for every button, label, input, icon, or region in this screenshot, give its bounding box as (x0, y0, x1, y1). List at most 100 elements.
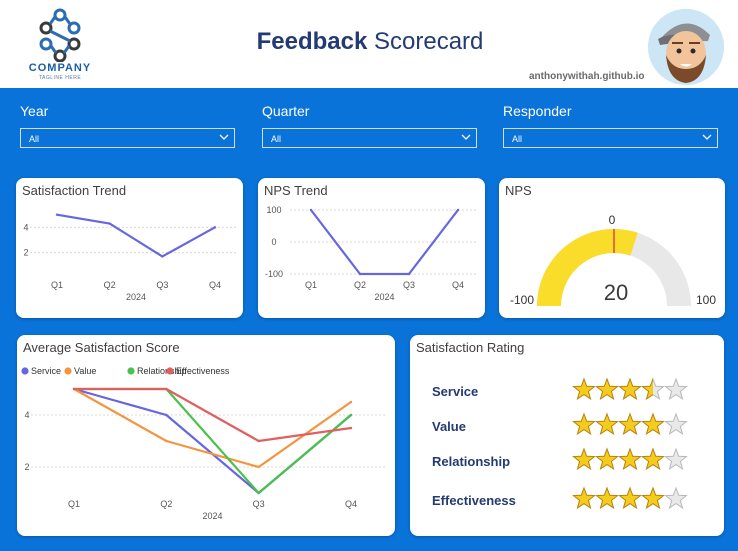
page-title: Feedback Scorecard (230, 28, 510, 56)
star-icon (572, 377, 596, 401)
gauge-max-label: 100 (696, 293, 716, 307)
star-icon (572, 486, 596, 510)
x-tick-label: Q1 (51, 280, 63, 290)
chevron-down-icon (461, 134, 471, 140)
satisfaction-trend-card[interactable]: Satisfaction Trend 4 2 Q1 Q2 Q3 Q4 2024 (16, 178, 243, 318)
star-filled (641, 486, 665, 510)
star-empty (664, 412, 688, 436)
nps-trend-chart: 100 0 -100 Q1 Q2 Q3 Q4 2024 (265, 205, 478, 302)
legend-marker (166, 367, 174, 375)
rating-label: Service (432, 384, 479, 399)
star-icon (618, 377, 642, 401)
x-tick-label: Q3 (156, 280, 168, 290)
slicer-quarter-dropdown[interactable]: All (262, 128, 477, 148)
star-filled (618, 486, 642, 510)
y-tick-label: 2 (23, 248, 28, 258)
rating-row-relationship: Relationship (432, 446, 732, 476)
gauge-min-label: -100 (510, 293, 534, 307)
x-tick-label: Q3 (403, 280, 415, 290)
x-group-label: 2024 (126, 292, 146, 302)
series-line-satisfaction (56, 213, 216, 258)
x-tick-label: Q4 (345, 499, 357, 509)
star-rating (572, 447, 688, 471)
x-tick-label: Q2 (104, 280, 116, 290)
rating-label: Relationship (432, 454, 511, 469)
data-point (456, 208, 460, 212)
data-point (55, 213, 59, 216)
star-icon (595, 377, 619, 401)
chevron-down-icon (702, 134, 712, 140)
y-tick-label: 4 (23, 222, 28, 232)
nps-trend-card[interactable]: NPS Trend 100 0 -100 Q1 Q2 Q3 Q4 2024 (258, 178, 485, 318)
credit-link[interactable]: anthonywithah.github.io (529, 71, 645, 82)
data-point (358, 272, 362, 276)
company-logo: COMPANY TAGLINE HERE (22, 6, 98, 84)
logo-tagline: TAGLINE HERE (38, 75, 82, 81)
data-point (257, 465, 260, 469)
data-point (213, 226, 217, 229)
rating-row-value: Value (432, 411, 732, 441)
x-tick-label: Q4 (209, 280, 221, 290)
data-point (349, 413, 353, 417)
x-group-label: 2024 (202, 511, 222, 521)
slicer-responder-dropdown[interactable]: All (503, 128, 718, 148)
star-filled (595, 447, 619, 471)
y-tick-label: 2 (24, 462, 29, 472)
star-rating (572, 486, 688, 510)
star-filled (618, 412, 642, 436)
slicer-year-dropdown[interactable]: All (20, 128, 235, 148)
average-satisfaction-card[interactable]: Average Satisfaction Score 4 2 Q1 Q2 Q3 Q4 202… (17, 335, 395, 536)
star-half (641, 377, 653, 401)
star-filled (572, 412, 596, 436)
star-filled (572, 447, 596, 471)
star-empty (664, 447, 688, 471)
star-icon (572, 412, 596, 436)
star-icon (618, 447, 642, 471)
data-point (349, 426, 353, 430)
nps-trend-title: NPS Trend (264, 183, 328, 198)
star-icon (618, 486, 642, 510)
star-icon (595, 486, 619, 510)
gauge-fill (537, 229, 638, 306)
company-logo-icon (39, 8, 81, 63)
star-icon (664, 377, 688, 401)
series-line-relationship (74, 387, 352, 495)
star-filled (595, 412, 619, 436)
series-line-effectiveness (74, 387, 352, 443)
average-satisfaction-chart: 4 2 Q1 Q2 Q3 Q4 2024 Service Value RelationshipEf… (21, 366, 387, 521)
legend-label: Service (31, 366, 61, 376)
x-tick-label: Q2 (354, 280, 366, 290)
star-filled (618, 447, 642, 471)
nps-gauge-card[interactable]: NPS -100 100 0 20 (499, 178, 725, 318)
legend-marker (127, 367, 135, 375)
star-icon (641, 377, 665, 401)
x-tick-label: Q2 (160, 499, 172, 509)
legend-item: Effectiveness (166, 366, 230, 376)
gauge-value-label: 20 (604, 280, 628, 305)
rating-label: Value (432, 419, 466, 434)
y-tick-label: 0 (271, 237, 276, 247)
data-point (407, 272, 411, 276)
satisfaction-rating-title: Satisfaction Rating (416, 340, 525, 355)
satisfaction-rating-card[interactable]: Satisfaction Rating Service Value Relati… (410, 335, 724, 536)
page-title-rest: Scorecard (367, 28, 484, 55)
chevron-down-icon (219, 134, 229, 140)
avatar (648, 9, 724, 85)
y-tick-label: -100 (265, 269, 283, 279)
star-rating (572, 412, 688, 436)
legend-item: Service (21, 366, 61, 376)
star-filled (618, 377, 642, 401)
star-filled (572, 486, 596, 510)
data-point (72, 387, 76, 391)
slicer-responder-value: All (512, 134, 523, 144)
legend-marker (64, 367, 72, 375)
rating-row-service: Service (432, 376, 732, 406)
data-point (257, 491, 260, 495)
star-icon (641, 486, 665, 510)
slicer-year-label: Year (20, 103, 49, 119)
x-tick-label: Q3 (253, 499, 265, 509)
slicer-responder-label: Responder (503, 103, 572, 119)
star-rating (572, 377, 688, 401)
legend-item: Relationship (127, 366, 187, 376)
legend-label: Relationship (137, 366, 187, 376)
